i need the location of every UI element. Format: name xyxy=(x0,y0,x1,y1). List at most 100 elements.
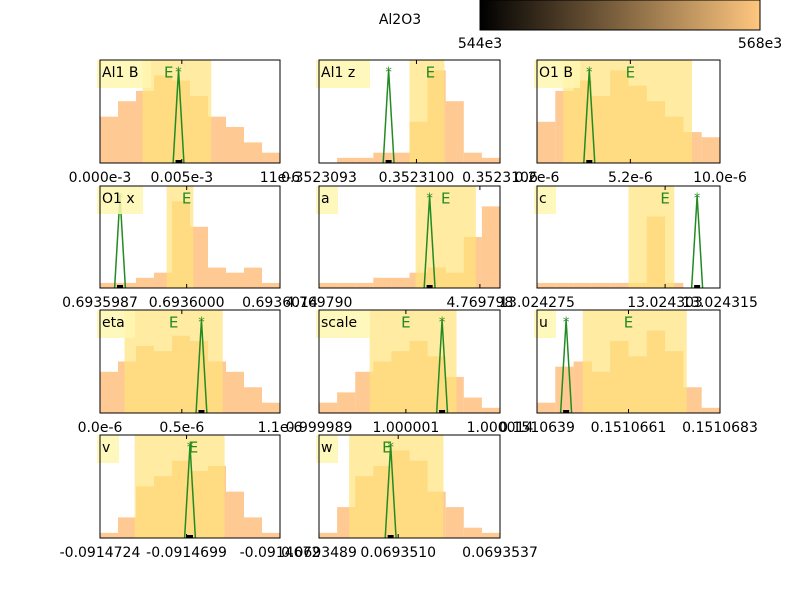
panel-title: O1 B xyxy=(539,65,573,81)
colorbar xyxy=(479,0,761,31)
histogram-bar xyxy=(683,387,702,413)
histogram-bar xyxy=(319,532,338,538)
estimate-base xyxy=(385,160,392,163)
histogram-bar xyxy=(573,282,592,288)
histogram-bar xyxy=(190,226,208,288)
axes-frame xyxy=(99,185,281,289)
x-tick-label: 1.1e-6 xyxy=(258,420,303,436)
title-box xyxy=(534,60,580,88)
axes-frame xyxy=(536,59,721,164)
histogram-bar xyxy=(391,277,410,288)
x-tick-label: 4.769790 xyxy=(286,295,353,311)
histogram-bar xyxy=(262,282,280,288)
x-tick-label: 0.999989 xyxy=(286,420,353,436)
panel: * Ea 4.769790 4.769798 xyxy=(286,185,513,311)
marker-label: E xyxy=(660,190,669,208)
histogram-bar xyxy=(445,507,464,538)
histogram-bar xyxy=(244,517,262,538)
histogram-bar xyxy=(100,116,118,163)
x-tick-label: 0.0e-6 xyxy=(78,420,123,436)
marker-label: E xyxy=(164,64,173,82)
estimate-base xyxy=(198,410,205,413)
title-box xyxy=(97,60,151,88)
marker-label: E xyxy=(169,314,178,332)
histogram-bar xyxy=(373,277,392,288)
x-tick-label: 0.5e-6 xyxy=(159,420,204,436)
histogram-bar xyxy=(337,157,356,163)
x-tick-label: 0.005e-3 xyxy=(150,170,213,186)
axes-frame xyxy=(318,59,501,164)
marker-label: E xyxy=(426,64,435,82)
panel: * Eu 0.1510639 0.1510661 0.1510683 xyxy=(499,309,758,436)
histogram-bar xyxy=(319,402,338,413)
x-tick-label: 0.6936000 xyxy=(149,295,225,311)
histogram-bar xyxy=(463,527,482,538)
estimate-band xyxy=(142,60,212,163)
estimate-band xyxy=(582,310,687,413)
histogram-bar xyxy=(244,142,262,163)
estimate-base xyxy=(426,285,433,288)
axes-frame xyxy=(318,434,501,539)
estimate-spike xyxy=(690,195,704,289)
x-tick-label: 4.769798 xyxy=(446,295,513,311)
estimate-band xyxy=(134,435,225,538)
estimate-spike xyxy=(382,69,395,164)
estimate-spike xyxy=(195,319,208,414)
x-tick-label: 10.0e-6 xyxy=(693,170,747,186)
marker-label: E xyxy=(441,190,450,208)
x-tick-label: 1.000001 xyxy=(372,420,439,436)
estimate-band xyxy=(628,186,675,288)
axes-frame xyxy=(318,309,501,414)
axes-frame xyxy=(536,309,721,414)
x-tick-label: 0.0693537 xyxy=(462,545,538,561)
histogram-bar xyxy=(244,387,262,413)
histogram-bar xyxy=(537,121,556,163)
histogram-bar xyxy=(537,402,556,413)
marker-label: E xyxy=(182,190,191,208)
estimate-spike xyxy=(423,195,436,289)
axes-frame xyxy=(99,309,281,414)
histogram-bar xyxy=(319,282,338,288)
x-tick-label: 0.2e-6 xyxy=(515,170,560,186)
colorbar-tick-label: 568e3 xyxy=(738,36,782,52)
histogram-bar xyxy=(445,101,464,163)
colorbar-tick-label: 544e3 xyxy=(458,36,502,52)
x-tick-label: 0.3523106 xyxy=(462,170,538,186)
marker-label: * xyxy=(563,316,570,331)
marker-label: * xyxy=(175,66,182,81)
histogram-bar xyxy=(118,282,136,288)
panel-title: scale xyxy=(321,315,357,331)
histogram-bar xyxy=(481,206,500,288)
title-box xyxy=(316,186,338,214)
title-box xyxy=(534,310,556,338)
x-tick-label: 1.000014 xyxy=(467,420,534,436)
panel: * E Al1 z 0.3523093 0.3523100 0.3523106 xyxy=(281,59,538,186)
estimate-base xyxy=(694,285,701,288)
histogram-bar xyxy=(100,532,118,538)
x-tick-label: 0.6935987 xyxy=(62,295,138,311)
title-box xyxy=(97,186,143,214)
histogram-bar xyxy=(262,402,280,413)
estimate-spike xyxy=(559,319,573,414)
histogram-bar xyxy=(226,491,244,538)
histogram-bar xyxy=(100,282,118,288)
histogram-bar xyxy=(481,407,500,413)
histogram-bar xyxy=(481,157,500,163)
marker-label: E xyxy=(401,314,410,332)
title-box xyxy=(534,186,556,214)
estimate-base xyxy=(563,410,570,413)
histogram-bar xyxy=(555,282,574,288)
histogram-bar xyxy=(226,371,244,413)
histogram-bar xyxy=(244,267,262,288)
panel: *Ew 0.0693489 0.0693510 0.0693537 xyxy=(281,434,538,561)
x-tick-label: 13.024275 xyxy=(499,295,575,311)
x-tick-label: 0.1510683 xyxy=(682,420,758,436)
panel: *Ev -0.0914724 -0.0914699 -0.0914672 xyxy=(60,434,320,561)
title-box xyxy=(316,60,370,88)
histogram-bar xyxy=(391,152,410,163)
x-tick-label: 0.0693489 xyxy=(281,545,357,561)
panel-title: u xyxy=(539,315,548,331)
x-tick-label: -0.0914699 xyxy=(146,545,227,561)
